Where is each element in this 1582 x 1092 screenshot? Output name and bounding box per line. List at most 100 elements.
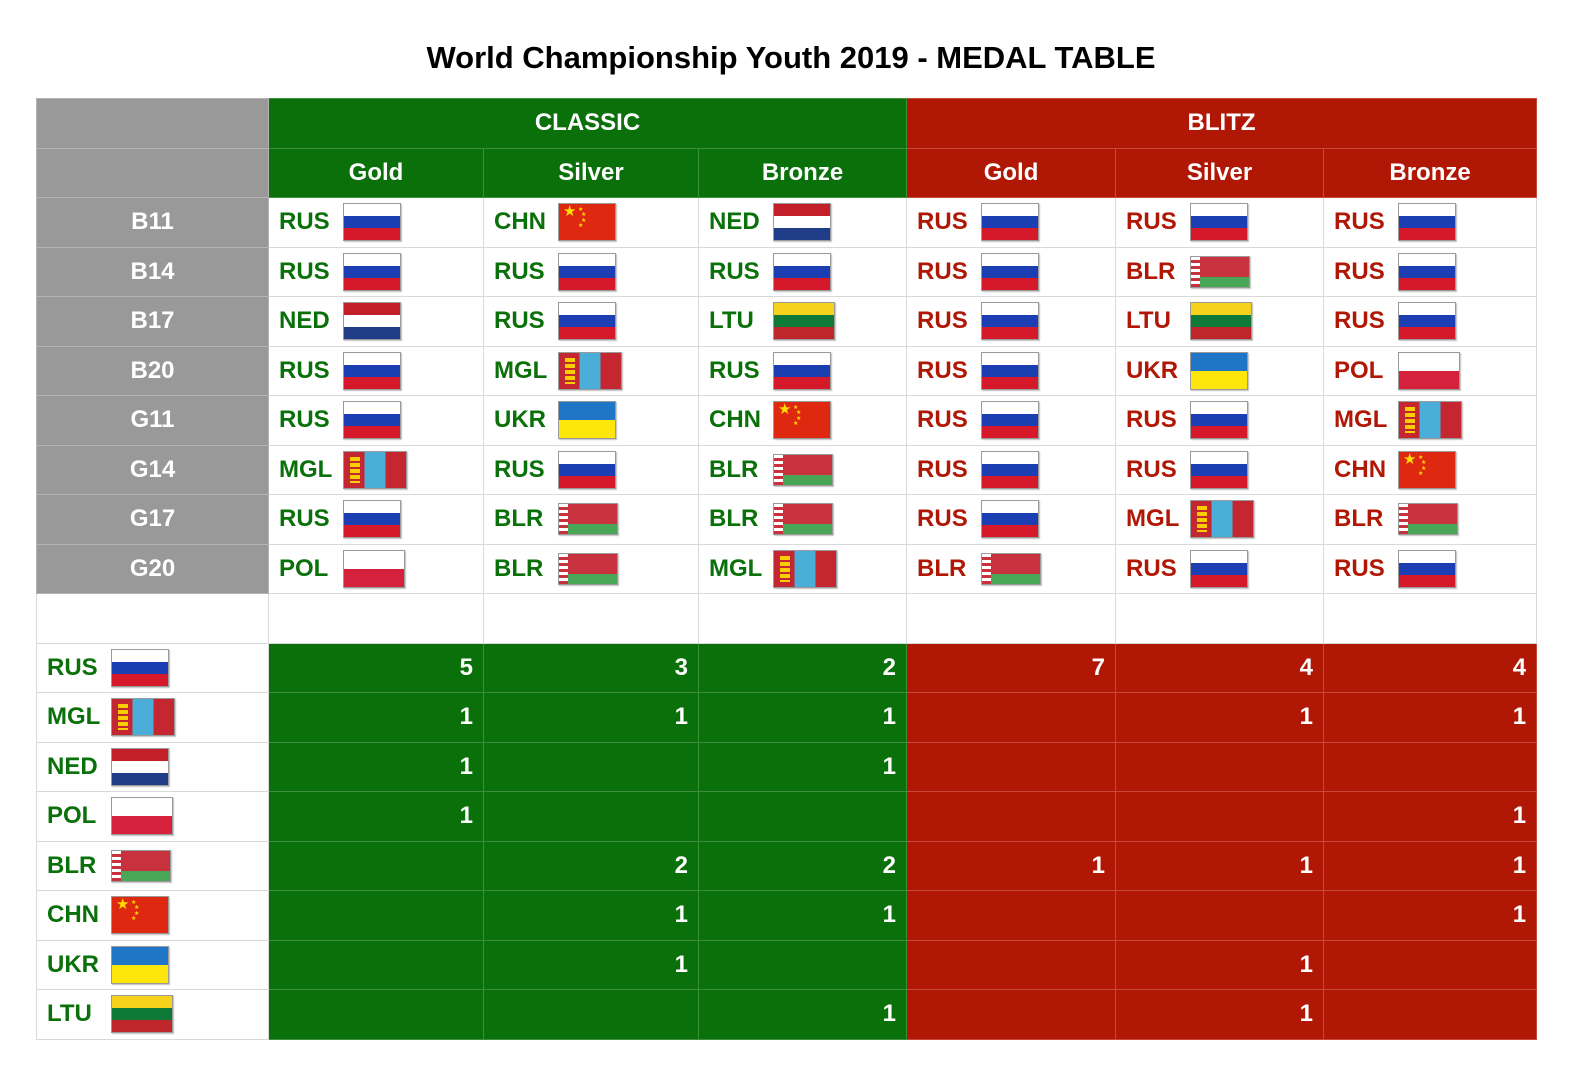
medal-count-cell: 1 bbox=[906, 840, 1117, 891]
totals-country-cell: MGL bbox=[36, 692, 269, 743]
category-row: G20 POL BLR MGL BLR RUS RUS bbox=[36, 543, 1538, 594]
country-code: RUS bbox=[1334, 208, 1385, 236]
medal-count-cell bbox=[697, 791, 908, 842]
spacer-cell bbox=[906, 593, 1117, 644]
flag-rus-icon bbox=[1190, 401, 1249, 440]
country-code: BLR bbox=[709, 455, 759, 483]
flag-blr-icon bbox=[111, 849, 171, 882]
medal-count-cell: 3 bbox=[483, 642, 699, 693]
medal-count-cell: 1 bbox=[483, 939, 699, 990]
medal-winner-cell: LTU bbox=[1115, 296, 1325, 347]
medal-count-cell bbox=[906, 741, 1117, 792]
country-code: RUS bbox=[917, 356, 968, 384]
medal-winner-cell: RUS bbox=[483, 246, 699, 297]
country-code: BLR bbox=[47, 851, 97, 879]
spacer-cell bbox=[697, 593, 908, 644]
medal-winner-cell: CHN ★ ★ ★ ★ ★ bbox=[483, 197, 699, 248]
flag-rus-icon bbox=[1398, 252, 1457, 291]
flag-rus-icon bbox=[558, 302, 616, 341]
medal-count-cell bbox=[906, 791, 1117, 842]
medal-winner-cell: MGL bbox=[268, 444, 484, 495]
medal-winner-cell: MGL bbox=[1323, 395, 1538, 446]
medal-count-cell bbox=[1115, 890, 1325, 941]
medal-count-cell bbox=[483, 989, 699, 1040]
flag-mgl-icon bbox=[343, 450, 407, 489]
medal-winner-cell: RUS bbox=[1323, 197, 1538, 248]
medal-winner-cell: RUS bbox=[1323, 296, 1538, 347]
country-code: UKR bbox=[47, 950, 99, 978]
medal-winner-cell: BLR bbox=[1115, 246, 1325, 297]
country-code: MGL bbox=[709, 554, 763, 582]
medal-count-cell: 4 bbox=[1323, 642, 1538, 693]
country-code: RUS bbox=[917, 505, 968, 533]
flag-rus-icon bbox=[1398, 549, 1457, 588]
medal-count-cell: 4 bbox=[1115, 642, 1325, 693]
medal-count-cell: 7 bbox=[906, 642, 1117, 693]
medal-winner-cell: RUS bbox=[483, 296, 699, 347]
country-code: RUS bbox=[1126, 406, 1177, 434]
medal-count-cell: 1 bbox=[697, 741, 908, 792]
medal-winner-cell: MGL bbox=[1115, 494, 1325, 545]
flag-rus-icon bbox=[773, 252, 831, 291]
medal-count-cell: 5 bbox=[268, 642, 484, 693]
medal-count-cell: 1 bbox=[1115, 692, 1325, 743]
group-header-blitz: BLITZ bbox=[906, 98, 1538, 149]
medal-winner-cell: UKR bbox=[483, 395, 699, 446]
country-code: LTU bbox=[1126, 307, 1171, 335]
flag-rus-icon bbox=[1398, 203, 1457, 242]
country-code: RUS bbox=[917, 406, 968, 434]
totals-row: POL 1 1 bbox=[36, 791, 1538, 842]
medal-count-cell: 1 bbox=[697, 890, 908, 941]
country-code: MGL bbox=[1334, 406, 1388, 434]
medal-winner-cell: CHN ★ ★ ★ ★ ★ bbox=[1323, 444, 1538, 495]
flag-rus-icon bbox=[558, 450, 616, 489]
flag-mgl-icon bbox=[558, 351, 622, 390]
category-row: G17 RUS BLR BLR RUS MGL BLR bbox=[36, 494, 1538, 545]
medal-count-cell: 1 bbox=[268, 741, 484, 792]
spacer-cell bbox=[483, 593, 699, 644]
category-label: G20 bbox=[36, 543, 269, 594]
country-code: BLR bbox=[1126, 257, 1176, 285]
country-code: CHN bbox=[494, 208, 546, 236]
category-label: G14 bbox=[36, 444, 269, 495]
medal-count-cell: 2 bbox=[483, 840, 699, 891]
flag-blr-icon bbox=[773, 453, 833, 486]
country-code: UKR bbox=[494, 406, 546, 434]
medal-count-cell bbox=[268, 890, 484, 941]
spacer-cell bbox=[1115, 593, 1325, 644]
category-row: G11 RUS UKR CHN ★ ★ ★ ★ ★ RUS RUS MGL bbox=[36, 395, 1538, 446]
country-code: RUS bbox=[917, 208, 968, 236]
corner-cell bbox=[36, 147, 269, 198]
spacer-row bbox=[36, 593, 1538, 644]
flag-blr-icon bbox=[981, 552, 1042, 585]
country-code: RUS bbox=[279, 257, 330, 285]
country-code: MGL bbox=[47, 703, 101, 731]
medal-count-cell: 2 bbox=[697, 642, 908, 693]
medal-count-cell bbox=[906, 939, 1117, 990]
medal-count-cell: 1 bbox=[268, 791, 484, 842]
medal-winner-cell: NED bbox=[697, 197, 908, 248]
medal-winner-cell: CHN ★ ★ ★ ★ ★ bbox=[697, 395, 908, 446]
medal-winner-cell: RUS bbox=[906, 296, 1117, 347]
country-code: RUS bbox=[917, 307, 968, 335]
country-code: LTU bbox=[47, 1000, 92, 1028]
flag-chn-icon: ★ ★ ★ ★ ★ bbox=[773, 401, 831, 440]
medal-table: CLASSIC BLITZ Gold Silver Bronze Gold Silver Br… bbox=[36, 98, 1538, 1040]
totals-country-cell: UKR bbox=[36, 939, 269, 990]
medal-winner-cell: RUS bbox=[268, 395, 484, 446]
flag-rus-icon bbox=[343, 351, 401, 390]
flag-blr-icon bbox=[1190, 255, 1251, 288]
country-code: RUS bbox=[279, 208, 330, 236]
flag-mgl-icon bbox=[111, 698, 175, 737]
country-code: RUS bbox=[1334, 307, 1385, 335]
flag-ukr-icon bbox=[558, 401, 616, 440]
totals-country-cell: RUS bbox=[36, 642, 269, 693]
country-code: NED bbox=[709, 208, 760, 236]
group-header-row: CLASSIC BLITZ bbox=[36, 98, 1538, 149]
country-code: MGL bbox=[494, 356, 548, 384]
flag-chn-icon: ★ ★ ★ ★ ★ bbox=[111, 896, 169, 935]
flag-ned-icon bbox=[773, 203, 831, 242]
medal-winner-cell: RUS bbox=[268, 345, 484, 396]
country-code: BLR bbox=[494, 505, 544, 533]
country-code: POL bbox=[279, 554, 329, 582]
